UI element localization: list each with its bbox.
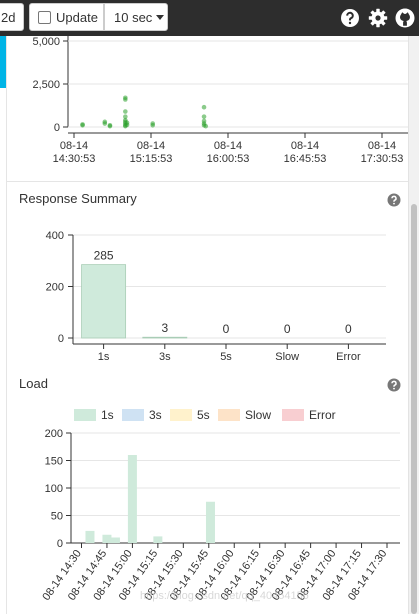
x-tick-label: 3s — [159, 351, 171, 363]
response-time-scatter-chart: 02,5005,00008-1414:30:5308-1415:15:5308-… — [32, 36, 408, 165]
update-label: Update — [56, 9, 98, 25]
x-tick-label-time: 17:30:53 — [361, 153, 404, 165]
help-icon[interactable] — [387, 193, 401, 207]
data-label: 0 — [345, 322, 352, 336]
x-tick-label: 1s — [98, 351, 110, 363]
legend-swatch-1s — [74, 409, 96, 421]
legend-swatch-slow — [218, 409, 240, 421]
time-range-select[interactable]: 2d — [0, 3, 24, 31]
interval-dropdown[interactable]: 10 sec — [104, 3, 168, 31]
y-tick-label: 0 — [57, 538, 63, 550]
scatter-point — [150, 122, 156, 128]
data-label: 285 — [94, 249, 114, 263]
scrollbar[interactable] — [408, 36, 419, 614]
auto-update-toggle[interactable]: Update — [29, 3, 104, 31]
load-bar-1s — [110, 537, 120, 543]
section-divider — [7, 181, 408, 182]
load-title: Load — [19, 376, 48, 391]
x-tick-label: Error — [336, 351, 361, 363]
update-checkbox[interactable] — [38, 10, 51, 24]
y-tick-label: 2,500 — [32, 79, 60, 91]
x-tick-label-time: 16:45:53 — [284, 153, 327, 165]
scatter-point — [107, 123, 113, 129]
x-tick-label-time: 14:30:53 — [53, 153, 96, 165]
legend-swatch-3s — [122, 409, 144, 421]
scatter-point — [123, 114, 128, 119]
caret-down-icon — [156, 14, 165, 20]
watermark: https://blog.csdn.net/qq_40454156 — [140, 590, 309, 602]
legend-label: Error — [309, 408, 336, 422]
scatter-point — [201, 114, 207, 119]
scrollbar-thumb[interactable] — [411, 204, 417, 614]
bar-3s — [142, 336, 188, 339]
data-label: 0 — [223, 322, 230, 336]
sidebar-accent — [0, 36, 6, 88]
y-tick-label: 150 — [45, 456, 63, 468]
x-tick-label-date: 08-14 — [291, 140, 319, 152]
data-label: 3 — [161, 321, 168, 335]
y-tick-label: 200 — [46, 282, 64, 294]
legend-swatch-5s — [170, 409, 192, 421]
scatter-point — [123, 97, 128, 102]
scatter-point — [124, 122, 130, 128]
x-tick-label-time: 15:15:53 — [130, 153, 173, 165]
help-icon[interactable] — [340, 8, 360, 28]
scatter-point — [80, 122, 85, 128]
load-bar-1s — [205, 501, 215, 543]
y-tick-label: 0 — [54, 122, 60, 134]
help-icon[interactable] — [387, 378, 401, 392]
load-bar-1s — [127, 455, 137, 543]
x-tick-label: Slow — [275, 351, 299, 363]
scatter-point — [123, 109, 128, 114]
legend-label: 5s — [197, 408, 210, 422]
x-tick-label-date: 08-14 — [214, 140, 242, 152]
load-bar-1s — [102, 534, 112, 543]
y-tick-label: 400 — [46, 230, 64, 242]
toolbar: 2d Update 10 sec — [0, 0, 419, 36]
legend-label: Slow — [245, 408, 271, 422]
scatter-point — [201, 104, 207, 110]
legend-label: 3s — [149, 408, 162, 422]
time-range-value: 2d — [1, 9, 16, 25]
panel-border — [6, 36, 7, 614]
load-bar-1s — [153, 536, 163, 543]
y-tick-label: 100 — [45, 483, 63, 495]
x-tick-label-date: 08-14 — [137, 140, 165, 152]
github-icon[interactable] — [395, 8, 415, 28]
y-tick-label: 50 — [51, 511, 63, 523]
scatter-point — [203, 123, 209, 129]
y-tick-label: 0 — [58, 333, 64, 345]
scatter-point — [102, 121, 108, 126]
x-tick-label-date: 08-14 — [60, 140, 88, 152]
x-tick-label: 5s — [220, 351, 232, 363]
interval-value: 10 sec — [114, 9, 153, 25]
x-tick-label-time: 16:00:53 — [207, 153, 250, 165]
data-label: 0 — [284, 322, 291, 336]
bar-1s — [81, 264, 127, 339]
load-bar-1s — [85, 530, 95, 543]
gear-icon[interactable] — [368, 8, 388, 28]
legend-swatch-error — [282, 409, 304, 421]
y-tick-label: 5,000 — [32, 36, 60, 48]
x-tick-label-date: 08-14 — [368, 140, 396, 152]
response-summary-title: Response Summary — [19, 191, 137, 206]
y-tick-label: 200 — [45, 428, 63, 440]
legend-label: 1s — [101, 408, 114, 422]
response-summary-bar-chart: 0 200 400 285 1s 3 3s 0 5s 0 Slow 0 Error — [46, 230, 386, 363]
